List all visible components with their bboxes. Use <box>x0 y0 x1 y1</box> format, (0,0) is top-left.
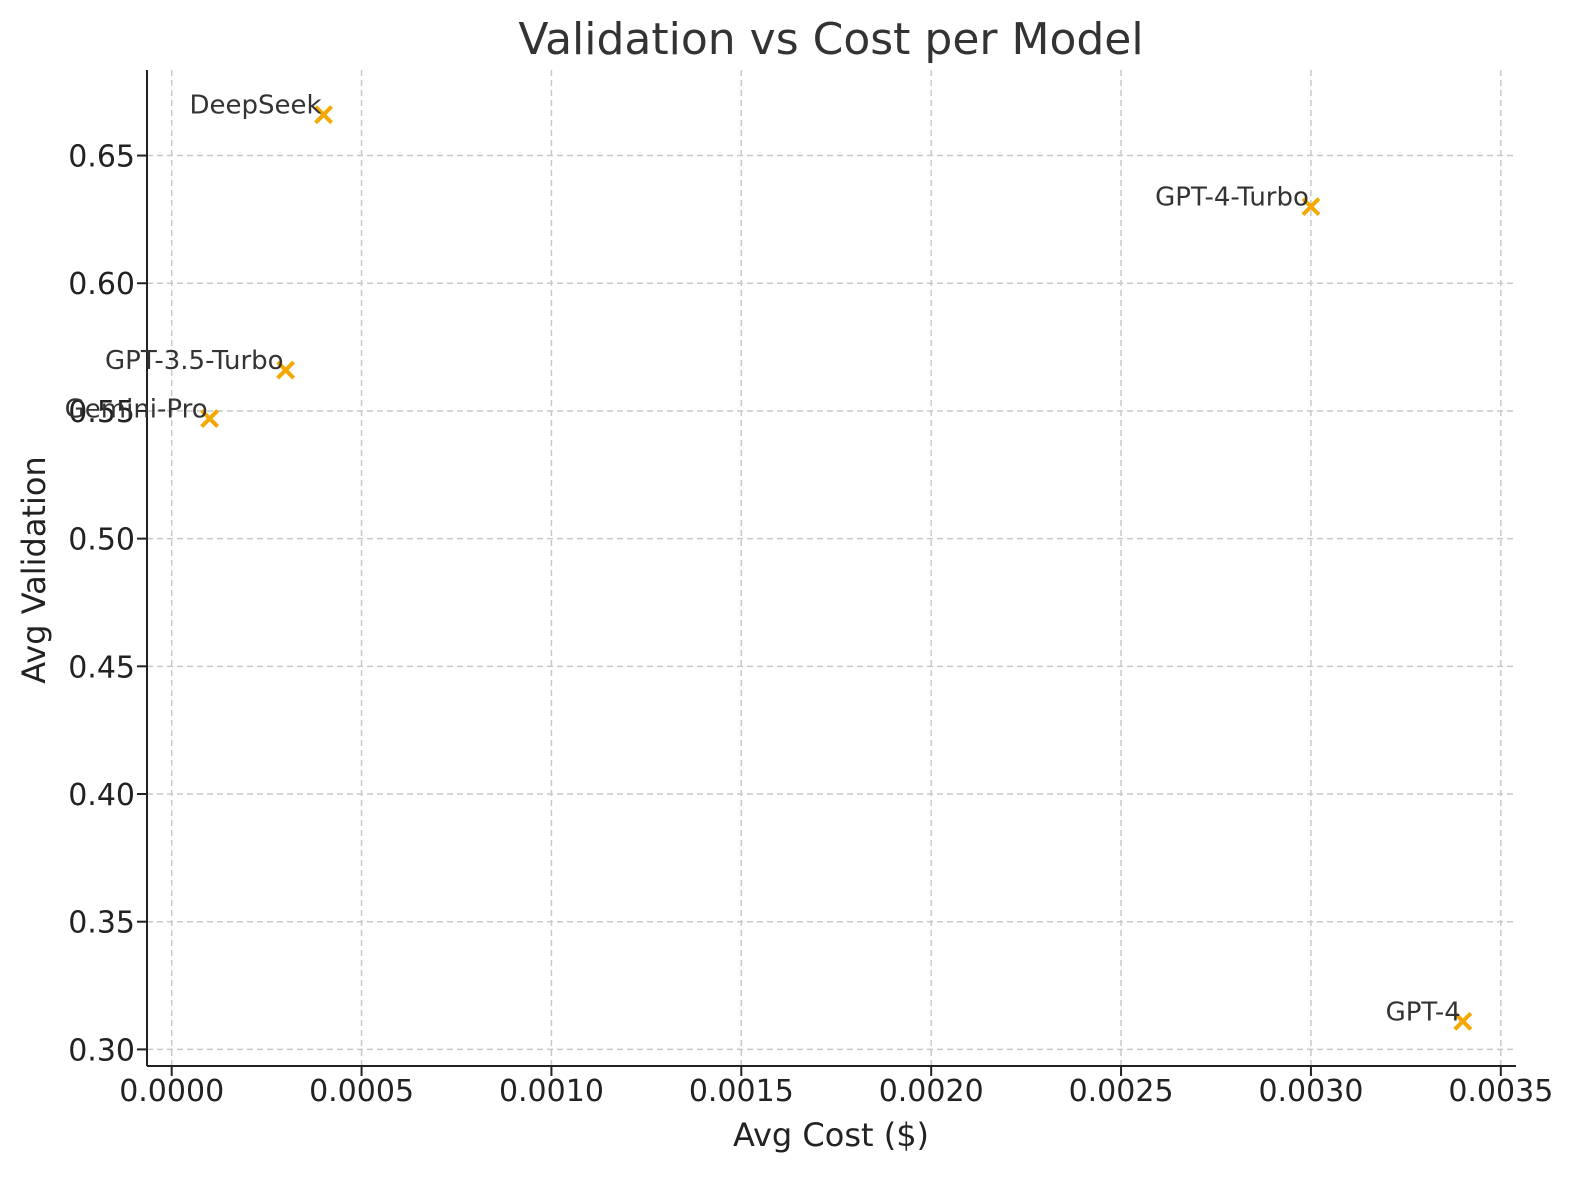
point-marker <box>1453 1011 1473 1031</box>
chart-title: Validation vs Cost per Model <box>518 14 1143 65</box>
x-tick-label: 0.0030 <box>1258 1074 1363 1109</box>
y-tick-label: 0.55 <box>68 395 135 430</box>
y-tick-label: 0.45 <box>68 650 135 685</box>
point-label: GPT-4 <box>1386 997 1461 1027</box>
y-tick-label: 0.50 <box>68 523 135 558</box>
point-marker <box>276 360 296 380</box>
point-marker <box>200 409 220 429</box>
y-tick-label: 0.40 <box>68 778 135 813</box>
x-tick-label: 0.0010 <box>499 1074 604 1109</box>
y-tick-label: 0.35 <box>68 906 135 941</box>
grid-lines <box>147 70 1516 1066</box>
y-tick-label: 0.65 <box>68 140 135 175</box>
point-marker <box>1301 197 1321 217</box>
x-tick-label: 0.0005 <box>309 1074 414 1109</box>
data-point: GPT-3.5-Turbo <box>105 346 296 380</box>
x-tick-label: 0.0025 <box>1069 1074 1174 1109</box>
data-points: DeepSeek GPT-4-Turbo GPT-3.5-Turbo Gemini-P… <box>65 91 1473 1031</box>
x-tick-label: 0.0000 <box>119 1074 224 1109</box>
y-tick-label: 0.60 <box>68 267 135 302</box>
point-marker <box>314 105 333 125</box>
x-tick-label: 0.0020 <box>879 1074 984 1109</box>
y-axis-label: Avg Validation <box>15 456 53 683</box>
x-tick-label: 0.0015 <box>689 1074 794 1109</box>
data-point: GPT-4-Turbo <box>1155 183 1321 217</box>
x-axis-label: Avg Cost ($) <box>733 1116 929 1154</box>
data-point: Gemini-Pro <box>65 395 220 429</box>
x-tick-label: 0.0035 <box>1448 1074 1553 1109</box>
point-label: GPT-4-Turbo <box>1155 183 1309 213</box>
y-tick-label: 0.30 <box>68 1033 135 1068</box>
point-label: GPT-3.5-Turbo <box>105 346 284 376</box>
axes: 0.0000 0.0005 0.0010 0.0015 0.0020 0.0025 0.00… <box>68 70 1553 1109</box>
data-point: GPT-4 <box>1386 997 1473 1031</box>
point-label: DeepSeek <box>190 91 322 121</box>
data-point: DeepSeek <box>190 91 333 125</box>
point-label: Gemini-Pro <box>65 395 208 425</box>
